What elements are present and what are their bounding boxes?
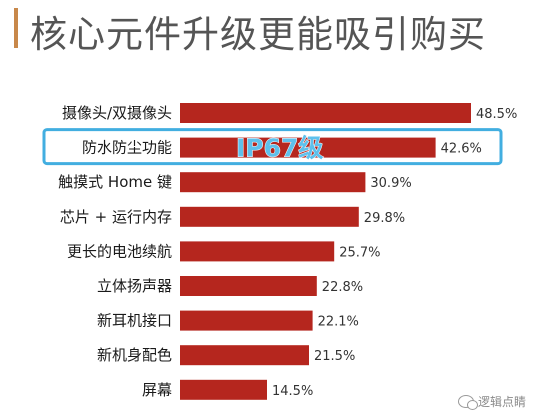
bar-5 [180, 276, 317, 296]
category-label-8: 屏幕 [142, 381, 172, 399]
value-label-1: 42.6% [441, 142, 482, 157]
watermark: 逻辑点睛 [457, 393, 526, 410]
category-label-1: 防水防尘功能 [82, 139, 172, 157]
category-label-7: 新机身配色 [97, 346, 172, 364]
watermark-text: 逻辑点睛 [477, 395, 526, 409]
bar-2 [180, 172, 366, 193]
bar-3 [180, 206, 359, 227]
value-label-7: 21.5% [314, 349, 355, 364]
bar-7 [180, 345, 309, 366]
annotation-text: IP67级 [236, 134, 323, 163]
bar-6 [180, 310, 313, 331]
annotation-highlight-box [42, 128, 503, 166]
value-label-8: 14.5% [272, 384, 313, 399]
bar-1 [180, 137, 436, 158]
value-label-6: 22.1% [318, 315, 359, 330]
value-label-4: 25.7% [339, 245, 380, 260]
category-label-3: 芯片 + 运行内存 [60, 208, 172, 226]
category-label-0: 摄像头/双摄像头 [62, 104, 172, 122]
category-label-4: 更长的电池续航 [67, 242, 172, 260]
value-label-0: 48.5% [476, 107, 517, 122]
bar-4 [180, 241, 335, 262]
value-label-3: 29.8% [364, 211, 405, 226]
value-label-5: 22.8% [322, 280, 363, 295]
bar-8 [180, 379, 267, 400]
bar-0 [180, 103, 471, 123]
title-accent-bar [14, 8, 18, 48]
category-label-2: 触摸式 Home 键 [58, 173, 172, 191]
category-label-5: 立体扬声器 [97, 277, 172, 295]
wechat-icon [457, 395, 478, 410]
category-label-6: 新耳机接口 [97, 312, 172, 330]
chart-title: 核心元件升级更能吸引购买 [30, 13, 486, 56]
value-label-2: 30.9% [370, 176, 411, 191]
